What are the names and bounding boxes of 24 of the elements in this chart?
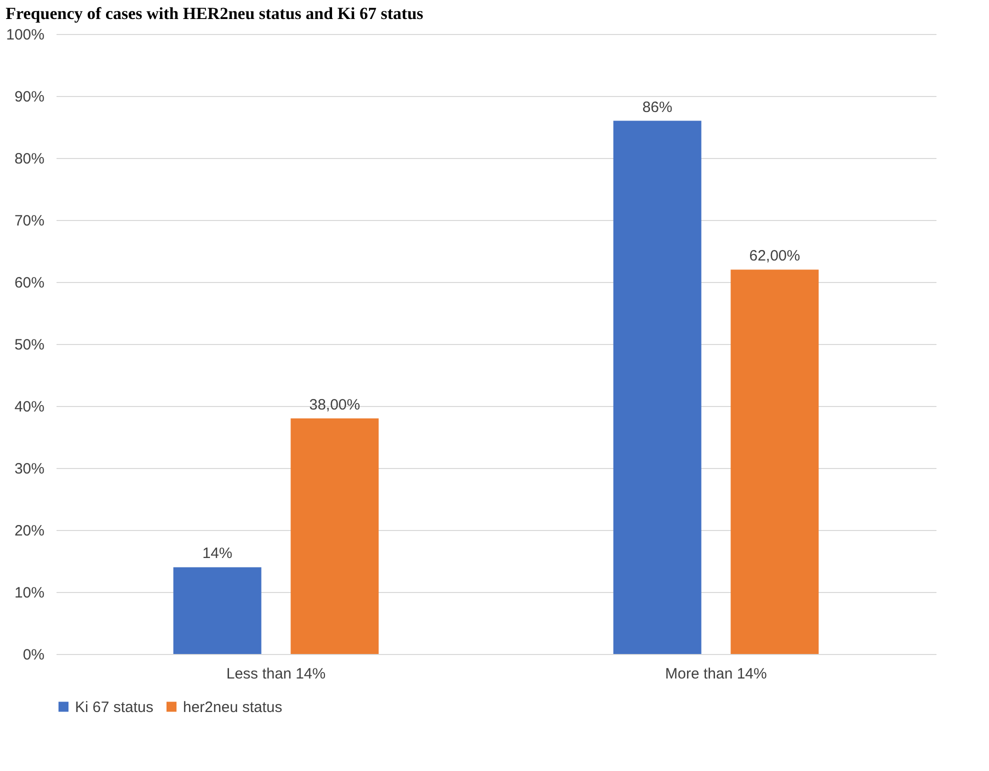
bar — [173, 567, 262, 654]
y-tick-label: 70% — [14, 212, 44, 230]
bar — [290, 418, 379, 654]
data-label: 86% — [642, 98, 672, 116]
y-tick-label: 60% — [14, 274, 44, 292]
y-tick-label: 10% — [14, 584, 44, 602]
y-tick-label: 30% — [14, 460, 44, 478]
x-tick-label: Less than 14% — [226, 666, 326, 682]
y-tick-label: 20% — [14, 522, 44, 540]
y-tick-label: 40% — [14, 398, 44, 416]
y-tick-label: 0% — [22, 646, 44, 664]
data-label: 62,00% — [749, 248, 800, 265]
y-tick-label: 100% — [6, 26, 44, 44]
bar — [613, 120, 702, 654]
data-label: 14% — [202, 545, 232, 562]
legend-label: her2neu status — [183, 698, 282, 716]
data-label: 38,00% — [309, 396, 360, 414]
y-tick-label: 50% — [14, 336, 44, 354]
bar — [730, 270, 819, 654]
legend-label: Ki 67 status — [75, 698, 154, 716]
y-tick-label: 80% — [14, 150, 44, 168]
x-tick-label: More than 14% — [665, 666, 767, 682]
y-tick-label: 90% — [14, 88, 44, 106]
chart-title: Frequency of cases with HER2neu status and Ki 67 status — [6, 4, 424, 23]
